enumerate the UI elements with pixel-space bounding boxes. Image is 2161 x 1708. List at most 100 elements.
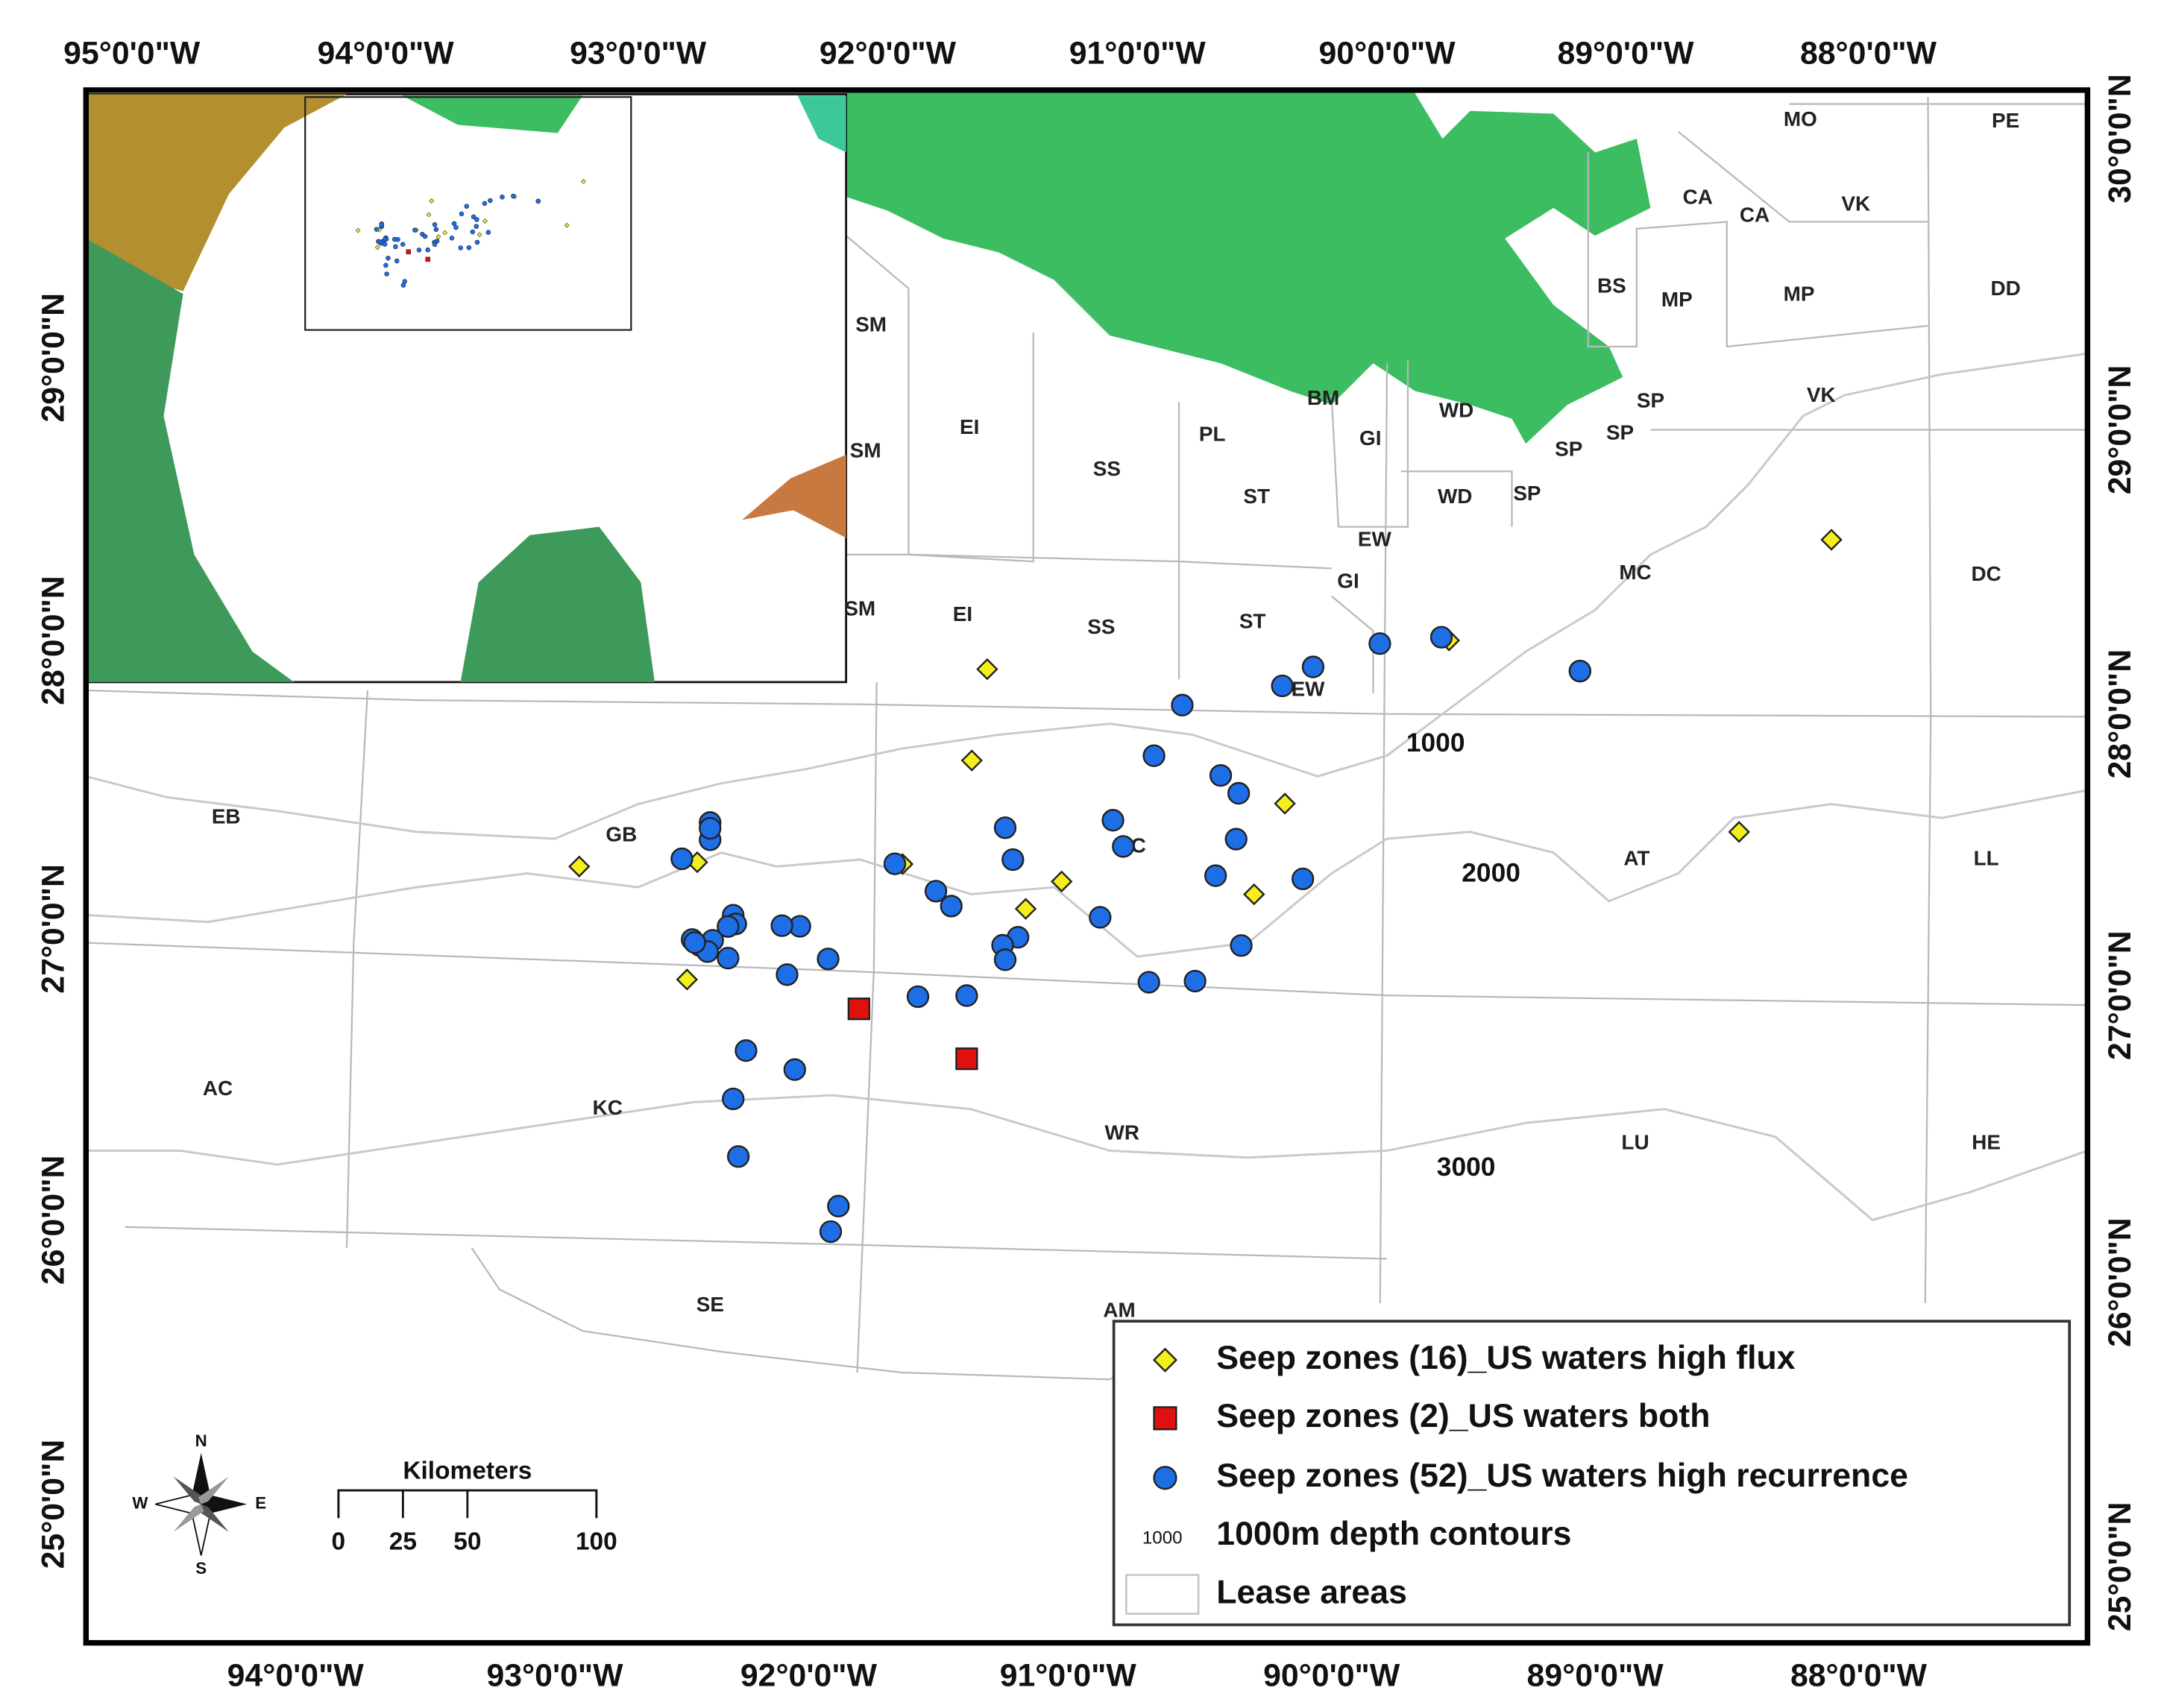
lon-tick-label: 92°0'0"W: [820, 36, 957, 72]
depth-contours: [85, 352, 2088, 1222]
land: [846, 92, 1651, 444]
seep-marker: [1089, 906, 1112, 929]
seep-marker: [1429, 625, 1453, 649]
seep-marker: [940, 895, 963, 918]
inset-seep-marker: [391, 236, 397, 242]
inset-seep-marker: [482, 218, 488, 224]
lat-tick-label: 30°0'0"N: [2102, 74, 2138, 204]
inset-land: [460, 526, 655, 682]
inset-seep-marker: [374, 245, 380, 250]
inset-seep-marker: [400, 242, 406, 248]
compass-letter: W: [132, 1494, 148, 1513]
inset-seep-marker: [426, 212, 432, 218]
inset-seep-marker: [412, 227, 418, 233]
compass-arm: [173, 1476, 204, 1504]
lease-boundary: [345, 690, 369, 1248]
legend: 1000 1000m depth contours Lease areas Se…: [1112, 1320, 2072, 1627]
seep-marker: [670, 847, 693, 871]
lease-area-label: VK: [1807, 383, 1836, 406]
inset-seep-marker: [500, 195, 505, 200]
lease-area-label: SE: [696, 1293, 724, 1316]
seep-marker: [819, 1220, 843, 1244]
lease-boundary: [1587, 152, 1928, 348]
inset-seep-marker: [453, 224, 459, 230]
seep-marker: [1209, 763, 1233, 787]
inset-land: [742, 454, 846, 538]
legend-lease-swatch: [1124, 1574, 1200, 1615]
lease-area-label: CA: [1683, 185, 1713, 208]
lon-tick-label: 93°0'0"W: [486, 1657, 623, 1693]
inset-seep-marker: [488, 198, 493, 204]
legend-marker: [1152, 1347, 1178, 1373]
depth-contour: [86, 789, 2088, 958]
seep-marker: [976, 658, 998, 681]
lease-boundary: [1400, 470, 1513, 527]
lat-tick-label: 29°0'0"N: [36, 293, 72, 423]
seep-marker: [776, 963, 799, 986]
lat-tick-label: 27°0'0"N: [2102, 930, 2138, 1060]
contour-label: 1000: [1406, 728, 1465, 757]
inset-seep-marker: [432, 242, 438, 248]
seep-marker: [1728, 821, 1750, 843]
seep-marker: [1224, 828, 1248, 851]
lease-area-label: EI: [960, 415, 979, 438]
compass-arm: [173, 1504, 204, 1532]
seep-marker: [1001, 848, 1025, 872]
scale-label: 25: [389, 1528, 417, 1556]
seep-marker: [722, 1087, 745, 1111]
lease-area-label: ST: [1239, 609, 1266, 632]
legend-label: Seep zones (16)_US waters high flux: [1216, 1340, 1795, 1376]
inset-land: [402, 95, 583, 133]
inset-seep-marker: [535, 198, 541, 204]
seep-marker: [1568, 659, 1591, 683]
lease-area-label: SP: [1606, 420, 1634, 444]
lease-area-label: GB: [605, 823, 637, 846]
lat-tick-label: 26°0'0"N: [2102, 1217, 2138, 1347]
compass-letter: S: [195, 1559, 207, 1578]
scale-label: 0: [332, 1528, 346, 1556]
lease-area-label: DD: [1991, 277, 2021, 300]
inset-seep-marker: [511, 193, 516, 199]
legend-box: [1112, 1320, 2072, 1627]
inset-seep-marker: [564, 222, 570, 228]
lease-boundary: [471, 1247, 1194, 1381]
inset-seep-marker: [474, 239, 480, 245]
seep-marker: [717, 915, 740, 938]
lease-area-label: VK: [1841, 192, 1870, 215]
seep-marker: [676, 968, 699, 991]
inset-seep-marker: [474, 224, 479, 229]
lon-tick-label: 88°0'0"W: [1790, 1657, 1928, 1693]
seep-marker: [1050, 870, 1073, 893]
inset: [84, 93, 848, 684]
lease-area-label: SM: [855, 312, 887, 335]
lat-tick-label: 25°0'0"N: [2102, 1502, 2138, 1632]
inset-seep-marker: [382, 242, 388, 247]
seep-marker: [924, 880, 948, 903]
lease-boundary: [856, 681, 878, 1373]
lease-area-label: LU: [1621, 1131, 1649, 1154]
legend-marker: [1153, 1466, 1177, 1490]
inset-land: [86, 238, 295, 682]
lon-tick-label: 90°0'0"W: [1263, 1657, 1400, 1693]
seep-marker: [683, 931, 706, 954]
seep-marker: [1243, 883, 1265, 906]
lease-areas: [86, 97, 2088, 1381]
lat-tick-label: 27°0'0"N: [36, 864, 72, 994]
lease-boundary: [86, 942, 2088, 1006]
seep-marker: [955, 1047, 978, 1071]
lon-tick-label: 93°0'0"W: [570, 36, 707, 72]
depth-contour: [86, 1094, 2088, 1222]
seep-marker: [955, 984, 978, 1007]
lon-tick-label: 94°0'0"W: [318, 36, 455, 72]
legend-marker: [1153, 1406, 1177, 1431]
seep-marker: [1368, 632, 1391, 655]
inset-seep-marker: [429, 198, 435, 204]
inset-seep-marker: [400, 283, 406, 288]
lease-area-label: BM: [1307, 386, 1339, 409]
seep-marker: [1204, 864, 1227, 887]
seep-marker: [783, 1058, 806, 1081]
inset-seep-marker: [476, 232, 482, 238]
lease-area-label: MP: [1784, 282, 1815, 305]
inset-seep-marker: [394, 258, 400, 264]
lease-area-label: SS: [1087, 615, 1115, 638]
